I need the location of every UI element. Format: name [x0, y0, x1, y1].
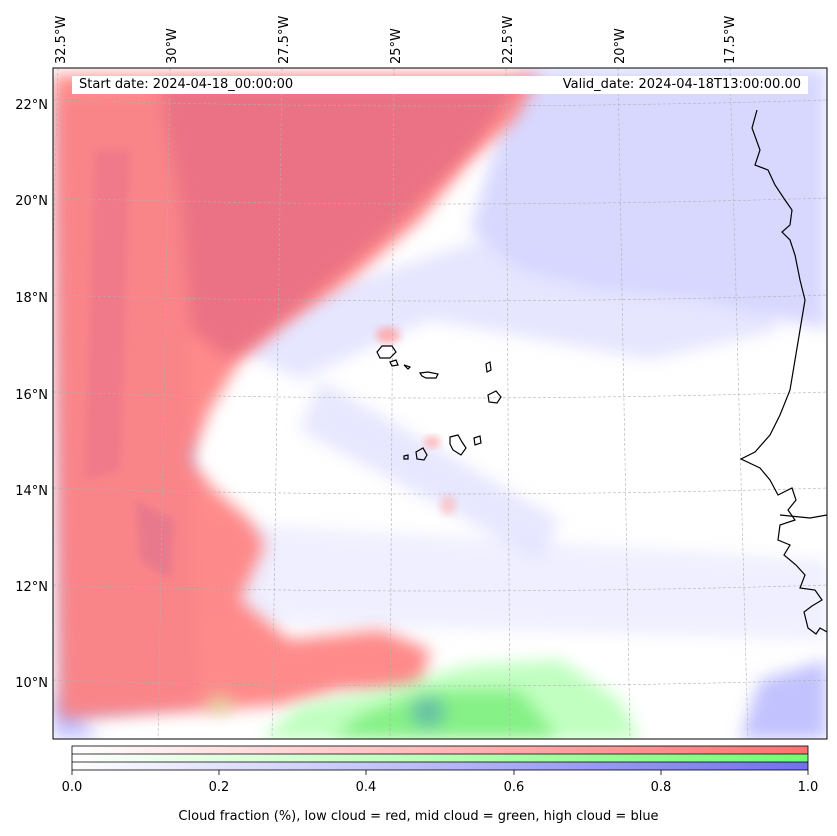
colorbar-title: Cloud fraction (%), low cloud = red, mid…	[178, 809, 659, 824]
colorbar-green-band	[72, 754, 808, 762]
africa-coast	[739, 109, 827, 635]
gridlines	[53, 68, 827, 739]
start-date-label: Start date: 2024-04-18_00:00:00	[79, 77, 294, 92]
colorbar-tick-label: 0.2	[208, 780, 230, 795]
colorbar-tick-marks	[71, 770, 809, 775]
map-area	[53, 68, 827, 739]
mid-cloud-layer	[206, 660, 640, 739]
lon-label: 20°W	[613, 28, 628, 64]
colorbar-tick-label: 0.8	[650, 780, 672, 795]
date-info-box: Start date: 2024-04-18_00:00:00 Valid_da…	[72, 76, 808, 94]
colorbar-red-band	[72, 746, 808, 754]
valid-date-label: Valid_date: 2024-04-18T13:00:00.00	[562, 77, 801, 92]
coastline	[739, 109, 827, 635]
cape-verde-islands	[376, 345, 502, 461]
lon-label: 25°W	[389, 28, 404, 64]
lon-label: 27.5°W	[277, 15, 292, 64]
low-cloud-layer	[53, 75, 540, 718]
lon-label: 17.5°W	[723, 15, 738, 64]
lat-label: 12°N	[15, 580, 48, 595]
lat-label: 20°N	[15, 194, 48, 209]
lat-label: 10°N	[15, 676, 48, 691]
colorbar-tick-label: 0.4	[355, 780, 377, 795]
lon-label: 22.5°W	[501, 15, 516, 64]
lat-label: 16°N	[15, 388, 48, 403]
colorbar	[71, 745, 809, 775]
lat-label: 18°N	[15, 291, 48, 306]
colorbar-tick-label: 0.0	[61, 780, 83, 795]
colorbar-blue-band	[72, 762, 808, 770]
lon-label: 32.5°W	[54, 15, 69, 64]
map-frame	[52, 67, 828, 740]
lat-label: 14°N	[15, 484, 48, 499]
colorbar-tick-label: 0.6	[503, 780, 525, 795]
colorbar-tick-label: 1.0	[797, 780, 819, 795]
lon-label: 30°W	[165, 28, 180, 64]
lat-label: 22°N	[15, 98, 48, 113]
